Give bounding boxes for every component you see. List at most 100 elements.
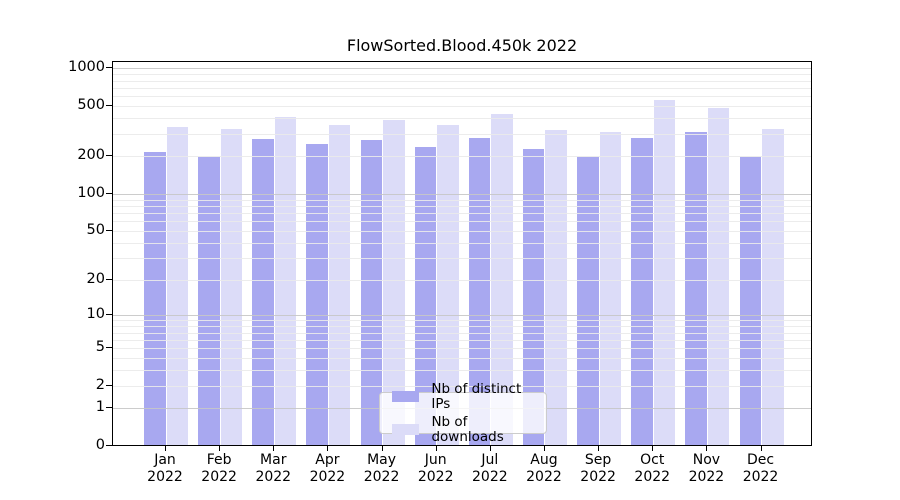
gridline-minor [113, 87, 811, 89]
y-tick [106, 278, 112, 280]
bar-distinct-ips [685, 132, 707, 445]
y-tick-label: 500 [77, 97, 105, 114]
x-tick-label: Jun 2022 [417, 452, 454, 485]
gridline-minor [113, 231, 811, 233]
gridline-minor [113, 258, 811, 260]
x-tick-label: Jul 2022 [472, 452, 508, 485]
x-tick [327, 446, 329, 451]
bar-downloads [762, 128, 784, 445]
legend-item-distinct-ips: Nb of distinct IPs [388, 380, 538, 412]
legend-label-distinct-ips: Nb of distinct IPs [431, 380, 522, 412]
chart-title: FlowSorted.Blood.450k 2022 [346, 36, 578, 55]
legend-swatch-distinct-ips-icon [392, 391, 420, 402]
x-tick [543, 446, 545, 451]
gridline-minor [113, 386, 811, 388]
y-tick-label: 1 [95, 399, 105, 416]
bar-downloads [545, 129, 567, 445]
x-tick-label: May 2022 [363, 452, 400, 485]
y-tick-label: 200 [77, 147, 105, 164]
bar-downloads [274, 117, 297, 445]
gridline-minor [113, 205, 811, 207]
gridline-major [113, 193, 811, 195]
x-tick-label: Jan 2022 [147, 452, 183, 485]
y-tick-label: 1000 [68, 59, 105, 76]
x-tick [273, 446, 275, 451]
bar-distinct-ips [360, 140, 383, 445]
gridline-minor [113, 358, 811, 360]
x-tick [598, 446, 600, 451]
x-tick-label: Aug 2022 [526, 452, 562, 485]
bar-distinct-ips [198, 156, 220, 445]
legend-item-downloads: Nb of downloads [388, 413, 538, 445]
gridline-minor [113, 74, 811, 76]
gridline-minor [113, 118, 811, 120]
gridline-minor [113, 221, 811, 223]
gridline-major [113, 315, 811, 317]
y-tick [106, 230, 112, 232]
gridline-minor [113, 320, 811, 322]
gridline-minor [113, 106, 811, 108]
y-tick-label: 0 [95, 437, 105, 454]
x-tick [435, 446, 437, 451]
x-tick-label: Sep 2022 [580, 452, 616, 485]
x-tick-label: Feb 2022 [201, 452, 237, 485]
gridline-minor [113, 80, 811, 82]
gridline-minor [113, 243, 811, 245]
y-tick [106, 347, 112, 349]
gridline-minor [113, 326, 811, 328]
gridline-minor [113, 156, 811, 158]
bar-downloads [491, 114, 513, 445]
y-tick [106, 385, 112, 387]
y-tick-label: 2 [95, 377, 105, 394]
bars-layer [113, 62, 811, 445]
gridline-minor [113, 279, 811, 281]
bar-downloads [437, 124, 459, 445]
bar-distinct-ips [577, 157, 599, 445]
bar-downloads [707, 108, 730, 445]
x-tick [652, 446, 654, 451]
gridline-minor [113, 332, 811, 334]
y-tick-label: 20 [86, 270, 105, 287]
x-tick-label: Mar 2022 [255, 452, 292, 485]
x-tick-label: Oct 2022 [634, 452, 671, 485]
bar-distinct-ips [739, 156, 762, 445]
y-tick [106, 105, 112, 107]
bar-distinct-ips [631, 138, 653, 445]
plot-area [112, 61, 812, 446]
x-tick [760, 446, 762, 451]
bar-distinct-ips [306, 144, 328, 445]
y-tick-label: 100 [77, 184, 105, 201]
bar-distinct-ips [468, 137, 491, 445]
x-tick [489, 446, 491, 451]
x-tick [706, 446, 708, 451]
y-tick [106, 314, 112, 316]
gridline-minor [113, 134, 811, 136]
y-tick [106, 445, 112, 447]
gridline-major [113, 68, 811, 70]
x-tick-label: Nov 2022 [688, 452, 725, 485]
x-tick [219, 446, 221, 451]
y-tick [106, 407, 112, 409]
legend: Nb of distinct IPs Nb of downloads [379, 381, 547, 444]
gridline-minor [113, 348, 811, 350]
bar-downloads [383, 119, 405, 445]
bar-downloads [220, 129, 243, 445]
legend-swatch-downloads-icon [392, 424, 420, 435]
gridline-minor [113, 370, 811, 372]
bar-distinct-ips [144, 152, 166, 445]
x-tick-label: Apr 2022 [309, 452, 346, 485]
bar-distinct-ips [252, 139, 274, 445]
x-tick [381, 446, 383, 451]
y-tick-label: 50 [86, 222, 105, 239]
gridline-minor [113, 339, 811, 341]
y-tick [106, 155, 112, 157]
gridline-minor [113, 199, 811, 201]
y-tick [106, 192, 112, 194]
legend-label-downloads: Nb of downloads [431, 413, 504, 445]
y-tick-label: 10 [86, 306, 105, 323]
bar-downloads [599, 132, 622, 445]
bar-downloads [328, 124, 351, 445]
gridline-minor [113, 213, 811, 215]
x-tick-label: Dec 2022 [742, 452, 779, 485]
